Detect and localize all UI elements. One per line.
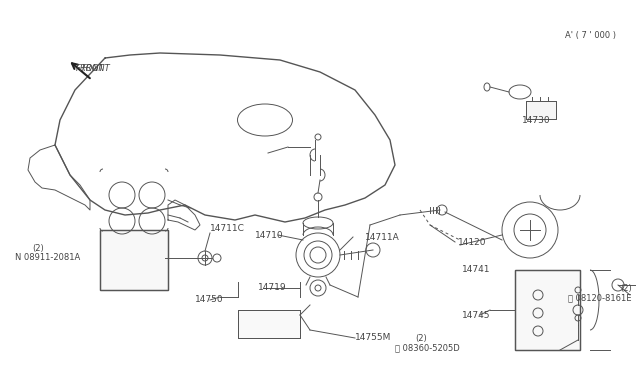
Text: 14719: 14719 bbox=[258, 283, 287, 292]
Text: 14711C: 14711C bbox=[210, 224, 245, 232]
Text: ⒲ 08120-8161E: ⒲ 08120-8161E bbox=[568, 294, 632, 302]
Bar bbox=[526, 101, 556, 119]
Text: FRONT: FRONT bbox=[82, 64, 111, 73]
Text: A' ( 7 ' 000 ): A' ( 7 ' 000 ) bbox=[565, 31, 616, 39]
Text: 14750: 14750 bbox=[195, 295, 223, 305]
Text: 14745: 14745 bbox=[462, 311, 490, 320]
Bar bbox=[515, 270, 580, 350]
Bar bbox=[100, 230, 168, 290]
Text: 14741: 14741 bbox=[462, 266, 490, 275]
Text: 14711A: 14711A bbox=[365, 232, 400, 241]
Text: 14710: 14710 bbox=[255, 231, 284, 240]
Text: Ⓝ 08360-5205D: Ⓝ 08360-5205D bbox=[395, 343, 460, 353]
Bar bbox=[238, 310, 300, 338]
Text: 14755M: 14755M bbox=[355, 334, 392, 343]
Bar bbox=[238, 310, 300, 338]
Bar bbox=[515, 270, 580, 350]
Text: 14730: 14730 bbox=[522, 115, 550, 125]
Text: (2): (2) bbox=[620, 283, 632, 292]
Text: N 08911-2081A: N 08911-2081A bbox=[15, 253, 80, 263]
Text: (2): (2) bbox=[32, 244, 44, 253]
Text: 14120: 14120 bbox=[458, 237, 486, 247]
Text: (2): (2) bbox=[415, 334, 427, 343]
Text: FRONT: FRONT bbox=[76, 64, 105, 73]
Bar bbox=[100, 230, 168, 290]
Bar bbox=[526, 101, 556, 119]
